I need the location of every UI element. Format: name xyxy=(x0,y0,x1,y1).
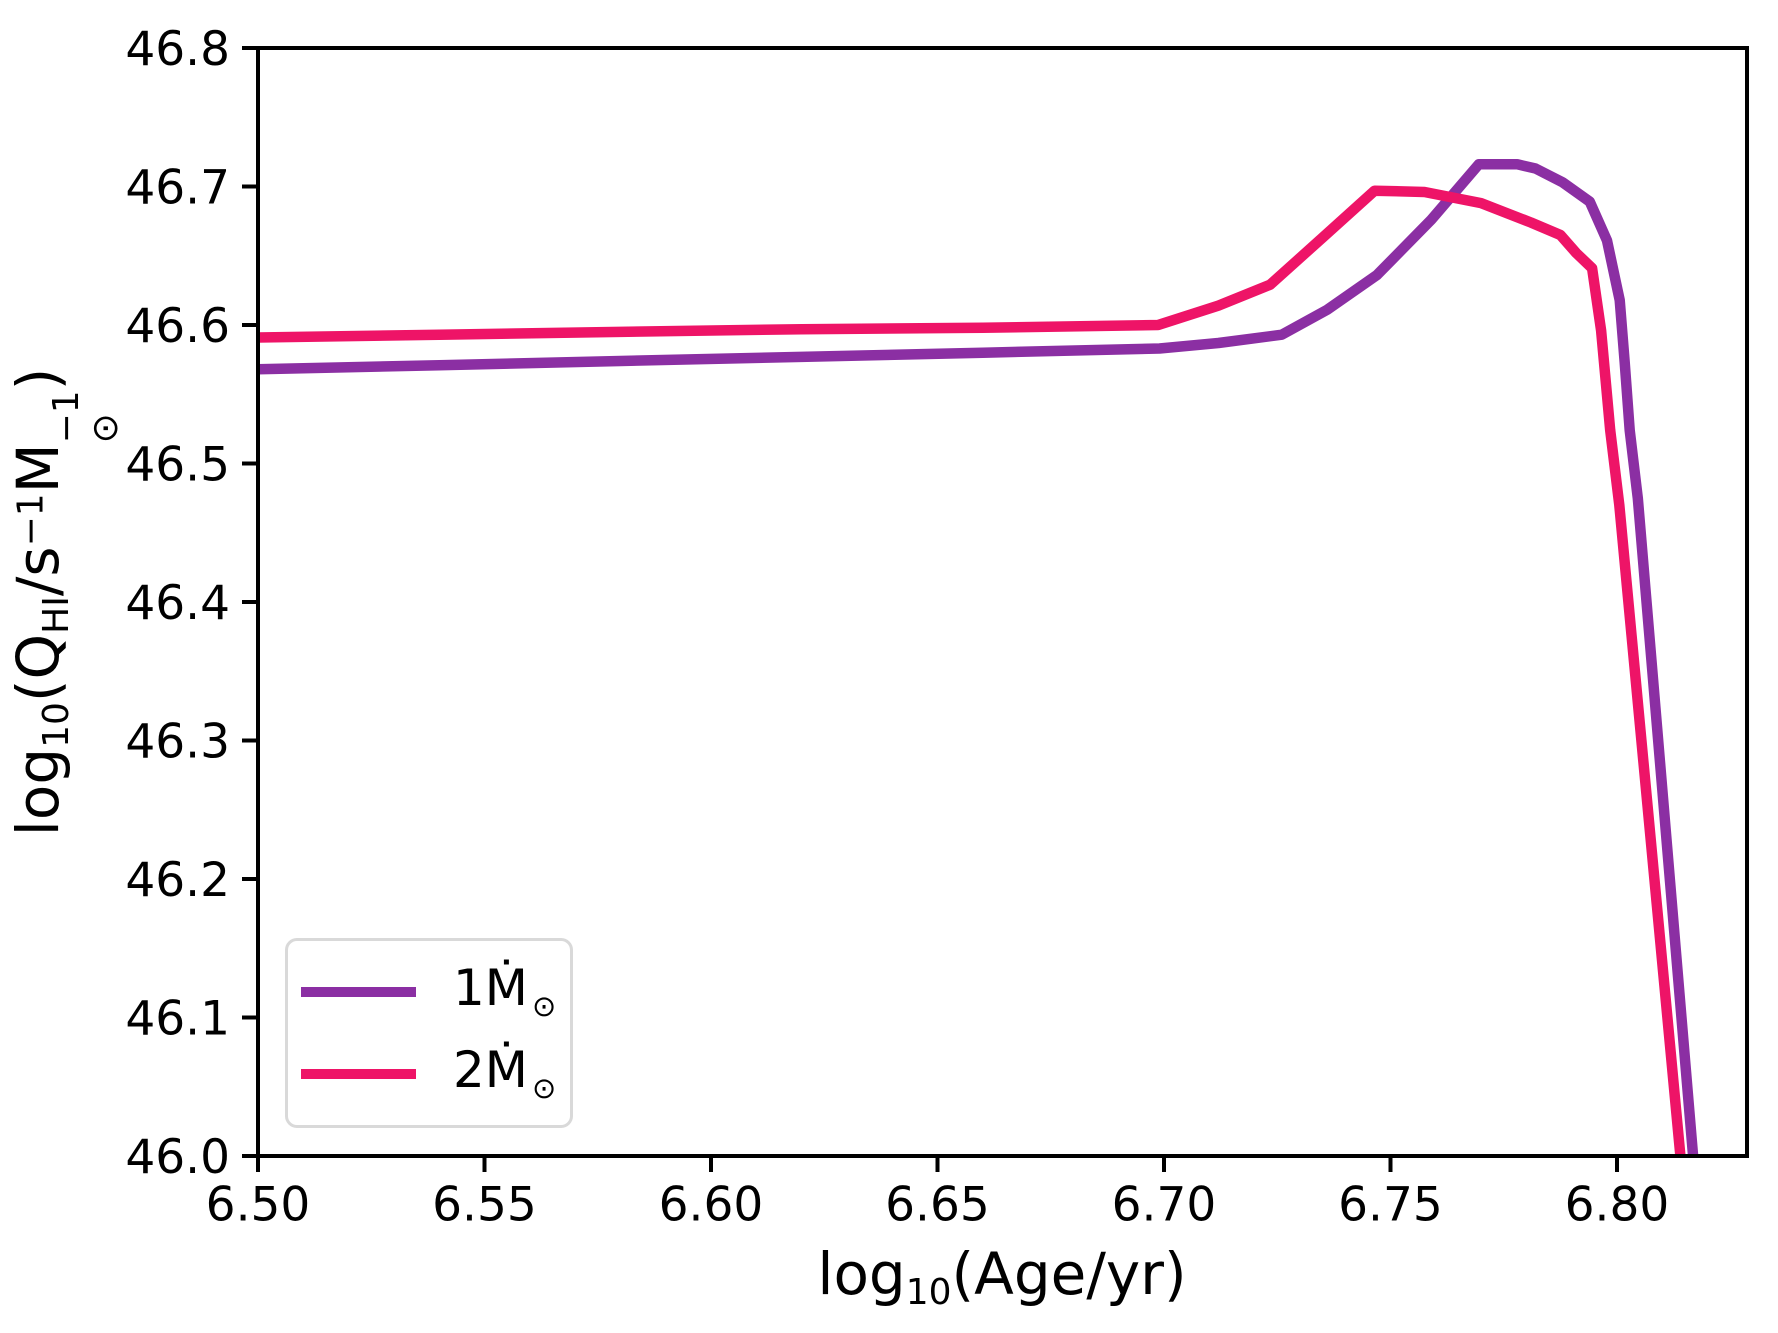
y-axis-label-s-exp: −1 xyxy=(10,493,52,547)
y-axis-label-log: log xyxy=(3,747,72,837)
legend-label-1mdot: 1Ṁ ⊙ xyxy=(453,963,556,1021)
legend-swatch-1mdot xyxy=(301,986,416,997)
y-axis-label-open-paren: ( xyxy=(3,679,72,703)
x-tick-label: 6.75 xyxy=(1338,1177,1443,1232)
x-tick-label: 6.65 xyxy=(885,1177,990,1232)
x-axis-label-log: log xyxy=(817,1240,906,1308)
y-axis-label: log10(ˆQHI/s−1M−1⊙) xyxy=(0,367,126,837)
x-axis-label: log10(Age/yr) xyxy=(817,1240,1187,1314)
hat-accent: ˆ xyxy=(0,640,51,670)
sun-symbol-2: ⊙ xyxy=(532,1071,557,1105)
y-tick-label: 46.2 xyxy=(125,853,230,908)
y-axis-label-m: M xyxy=(3,443,72,494)
x-tick-label: 6.50 xyxy=(206,1177,311,1232)
y-tick-label: 46.4 xyxy=(125,576,230,631)
m-exponent: −1 xyxy=(45,390,87,444)
legend-label-2mdot: 2Ṁ ⊙ xyxy=(453,1045,556,1103)
legend-item-1mdot: 1Ṁ ⊙ xyxy=(288,963,570,1021)
x-axis-label-sub: 10 xyxy=(905,1272,952,1314)
legend-label-1mdot-text: 1Ṁ xyxy=(453,958,528,1017)
y-axis-label-close-paren: ) xyxy=(3,367,72,391)
m-sun-subscript: ⊙ xyxy=(84,413,126,444)
y-axis-label-sub10: 10 xyxy=(35,702,77,748)
y-axis-label-per-s: /s xyxy=(3,546,72,597)
legend-swatch-2mdot xyxy=(301,1068,416,1079)
y-tick-label: 46.3 xyxy=(125,714,230,769)
x-axis-label-rest: (Age/yr) xyxy=(951,1240,1187,1308)
y-axis-label-hi-sub: HI xyxy=(35,596,77,634)
y-tick-label: 46.7 xyxy=(125,160,230,215)
m-sup-sub-stack: −1 ⊙ xyxy=(45,390,126,444)
series-line-1mdot_sun xyxy=(258,159,1699,1156)
sun-symbol-1: ⊙ xyxy=(532,989,557,1023)
x-tick-label: 6.80 xyxy=(1565,1177,1670,1232)
legend: 1Ṁ ⊙ 2Ṁ ⊙ xyxy=(285,938,573,1128)
y-tick-label: 46.5 xyxy=(125,437,230,492)
series-line-2mdot_sun xyxy=(258,185,1686,1156)
x-tick-label: 6.60 xyxy=(659,1177,764,1232)
y-tick-label: 46.8 xyxy=(125,22,230,77)
y-tick-label: 46.6 xyxy=(125,299,230,354)
legend-label-2mdot-text: 2Ṁ xyxy=(453,1040,528,1099)
q-hat-symbol: ˆQ xyxy=(0,634,72,680)
legend-item-2mdot: 2Ṁ ⊙ xyxy=(288,1045,570,1103)
y-tick-label: 46.1 xyxy=(125,991,230,1046)
x-tick-label: 6.55 xyxy=(432,1177,537,1232)
x-tick-label: 6.70 xyxy=(1112,1177,1217,1232)
y-tick-label: 46.0 xyxy=(125,1130,230,1185)
